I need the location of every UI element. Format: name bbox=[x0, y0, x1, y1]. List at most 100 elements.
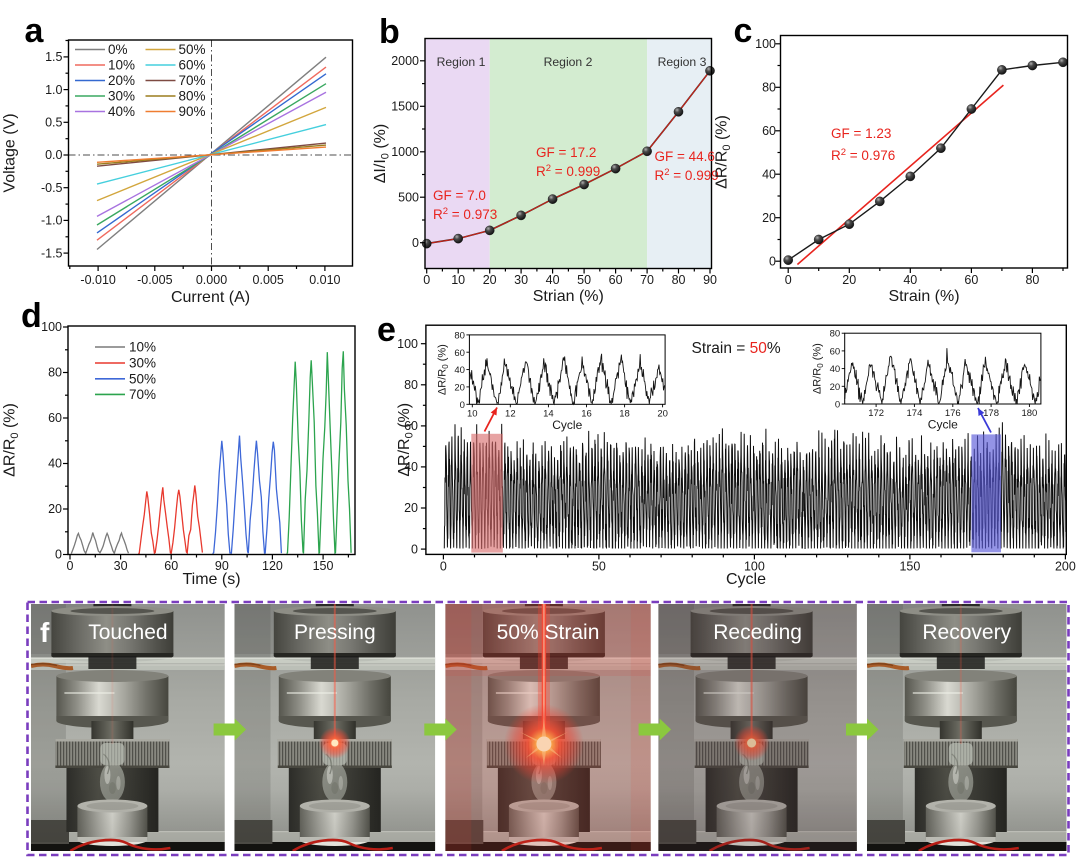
svg-text:80%: 80% bbox=[179, 89, 206, 104]
svg-text:0: 0 bbox=[440, 560, 447, 574]
svg-text:100: 100 bbox=[397, 337, 418, 351]
svg-text:GF = 44.6: GF = 44.6 bbox=[655, 149, 715, 164]
svg-text:40: 40 bbox=[546, 273, 560, 287]
svg-text:ΔR/R0 (%): ΔR/R0 (%) bbox=[812, 343, 826, 394]
svg-text:10: 10 bbox=[467, 408, 478, 419]
svg-text:178: 178 bbox=[983, 408, 999, 419]
svg-text:GF = 7.0: GF = 7.0 bbox=[433, 188, 486, 203]
svg-text:1.0: 1.0 bbox=[45, 83, 62, 97]
svg-text:ΔR/R0 (%): ΔR/R0 (%) bbox=[714, 115, 734, 189]
svg-text:0: 0 bbox=[785, 273, 792, 287]
svg-text:Voltage (V): Voltage (V) bbox=[2, 113, 19, 192]
svg-text:0.0: 0.0 bbox=[45, 148, 62, 162]
svg-text:20: 20 bbox=[762, 211, 776, 225]
svg-text:0.5: 0.5 bbox=[45, 116, 62, 130]
svg-text:c: c bbox=[734, 12, 753, 50]
svg-text:100: 100 bbox=[41, 320, 62, 334]
svg-text:40: 40 bbox=[903, 273, 917, 287]
svg-text:Region 3: Region 3 bbox=[658, 55, 707, 69]
svg-text:2000: 2000 bbox=[391, 54, 419, 68]
svg-text:30: 30 bbox=[114, 559, 128, 573]
svg-text:Cycle: Cycle bbox=[928, 418, 958, 432]
svg-text:60: 60 bbox=[164, 559, 178, 573]
svg-text:20: 20 bbox=[48, 502, 62, 516]
svg-text:R2 = 0.999: R2 = 0.999 bbox=[536, 163, 600, 179]
svg-text:180: 180 bbox=[1021, 408, 1037, 419]
svg-text:90: 90 bbox=[703, 273, 717, 287]
svg-text:ΔR/R0 (%): ΔR/R0 (%) bbox=[396, 403, 416, 477]
svg-text:Cycle: Cycle bbox=[726, 571, 766, 588]
svg-text:-1.0: -1.0 bbox=[41, 214, 63, 228]
svg-text:20%: 20% bbox=[108, 73, 135, 88]
svg-text:0: 0 bbox=[67, 559, 74, 573]
svg-text:0.005: 0.005 bbox=[253, 273, 284, 287]
svg-text:70: 70 bbox=[640, 273, 654, 287]
svg-text:0: 0 bbox=[55, 548, 62, 562]
svg-text:-0.010: -0.010 bbox=[80, 273, 115, 287]
svg-text:40: 40 bbox=[830, 364, 841, 375]
svg-text:200: 200 bbox=[1055, 560, 1076, 574]
svg-text:R2 = 0.973: R2 = 0.973 bbox=[433, 206, 497, 222]
svg-text:d: d bbox=[21, 297, 42, 335]
svg-text:20: 20 bbox=[483, 273, 497, 287]
svg-text:Region 2: Region 2 bbox=[544, 55, 593, 69]
svg-text:30%: 30% bbox=[129, 356, 156, 371]
svg-text:40: 40 bbox=[454, 365, 465, 376]
svg-text:1.5: 1.5 bbox=[45, 50, 62, 64]
svg-text:Touched: Touched bbox=[88, 621, 167, 644]
svg-text:70%: 70% bbox=[129, 387, 156, 402]
svg-text:100: 100 bbox=[755, 37, 776, 51]
svg-text:80: 80 bbox=[1025, 273, 1039, 287]
svg-text:50% Strain: 50% Strain bbox=[497, 621, 600, 644]
svg-text:120: 120 bbox=[262, 559, 283, 573]
svg-text:60%: 60% bbox=[179, 58, 206, 73]
svg-text:-0.005: -0.005 bbox=[137, 273, 172, 287]
svg-text:-1.5: -1.5 bbox=[41, 246, 63, 260]
svg-text:150: 150 bbox=[313, 559, 334, 573]
svg-text:80: 80 bbox=[830, 329, 841, 340]
svg-text:Strian (%): Strian (%) bbox=[533, 288, 604, 305]
svg-text:60: 60 bbox=[830, 346, 841, 357]
svg-text:40: 40 bbox=[48, 457, 62, 471]
svg-text:50: 50 bbox=[577, 273, 591, 287]
svg-text:Strain (%): Strain (%) bbox=[888, 288, 959, 305]
svg-text:0%: 0% bbox=[108, 42, 128, 57]
svg-text:60: 60 bbox=[48, 411, 62, 425]
svg-text:30: 30 bbox=[514, 273, 528, 287]
svg-text:50: 50 bbox=[592, 560, 606, 574]
svg-text:Region 1: Region 1 bbox=[437, 55, 486, 69]
svg-text:1000: 1000 bbox=[391, 145, 419, 159]
svg-text:1500: 1500 bbox=[391, 100, 419, 114]
svg-text:60: 60 bbox=[964, 273, 978, 287]
svg-text:e: e bbox=[377, 311, 396, 349]
svg-text:176: 176 bbox=[945, 408, 961, 419]
svg-text:60: 60 bbox=[454, 348, 465, 359]
svg-text:0: 0 bbox=[460, 400, 465, 411]
svg-text:90%: 90% bbox=[179, 104, 206, 119]
svg-text:70%: 70% bbox=[179, 73, 206, 88]
svg-text:R2 = 0.976: R2 = 0.976 bbox=[831, 147, 895, 163]
svg-text:40: 40 bbox=[762, 167, 776, 181]
svg-text:100: 100 bbox=[744, 560, 765, 574]
svg-text:80: 80 bbox=[672, 273, 686, 287]
svg-text:174: 174 bbox=[907, 408, 923, 419]
svg-text:GF = 17.2: GF = 17.2 bbox=[536, 145, 596, 160]
svg-text:80: 80 bbox=[404, 378, 418, 392]
svg-text:10: 10 bbox=[451, 273, 465, 287]
svg-text:20: 20 bbox=[830, 382, 841, 393]
svg-text:0.000: 0.000 bbox=[196, 273, 227, 287]
svg-text:Recovery: Recovery bbox=[922, 621, 1011, 644]
svg-text:172: 172 bbox=[868, 408, 884, 419]
svg-text:Current (A): Current (A) bbox=[171, 289, 250, 306]
svg-text:50%: 50% bbox=[129, 372, 156, 387]
svg-text:0: 0 bbox=[835, 400, 840, 411]
svg-text:R2 = 0.999: R2 = 0.999 bbox=[655, 167, 719, 183]
svg-text:a: a bbox=[25, 12, 45, 50]
svg-text:Strain = 50%: Strain = 50% bbox=[692, 340, 781, 357]
svg-text:16: 16 bbox=[581, 408, 592, 419]
svg-text:Pressing: Pressing bbox=[294, 621, 376, 644]
svg-text:ΔI/I0 (%): ΔI/I0 (%) bbox=[372, 124, 392, 183]
svg-text:10%: 10% bbox=[108, 58, 135, 73]
svg-text:80: 80 bbox=[762, 80, 776, 94]
svg-text:10%: 10% bbox=[129, 340, 156, 355]
